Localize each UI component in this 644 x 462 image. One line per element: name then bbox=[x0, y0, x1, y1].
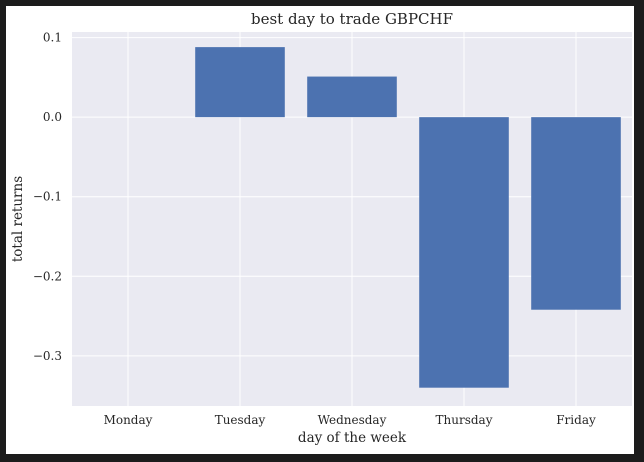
bar-tuesday bbox=[195, 47, 285, 118]
x-tick-label: Tuesday bbox=[215, 413, 266, 427]
bar-friday bbox=[531, 117, 621, 310]
x-tick-labels: Monday Tuesday Wednesday Thursday Friday bbox=[104, 413, 596, 427]
y-tick-labels: 0.1 0.0 −0.1 −0.2 −0.3 bbox=[33, 31, 62, 363]
x-axis-label: day of the week bbox=[298, 430, 407, 446]
y-tick-label: −0.1 bbox=[33, 190, 62, 204]
bar-wednesday bbox=[307, 76, 397, 118]
y-tick-label: 0.1 bbox=[43, 31, 62, 45]
y-tick-label: −0.3 bbox=[33, 349, 62, 363]
x-tick-label: Monday bbox=[104, 413, 153, 427]
bars bbox=[195, 47, 621, 388]
y-tick-label: −0.2 bbox=[33, 269, 62, 283]
y-axis-label: total returns bbox=[10, 176, 26, 262]
chart-title: best day to trade GBPCHF bbox=[251, 10, 453, 28]
bar-chart: Monday Tuesday Wednesday Thursday Friday 0.1… bbox=[10, 10, 632, 446]
y-tick-label: 0.0 bbox=[43, 110, 62, 124]
figure: Monday Tuesday Wednesday Thursday Friday 0.1… bbox=[6, 6, 634, 454]
x-tick-label: Friday bbox=[556, 413, 596, 427]
x-tick-label: Wednesday bbox=[318, 413, 387, 427]
bar-thursday bbox=[419, 117, 509, 388]
x-tick-label: Thursday bbox=[436, 413, 493, 427]
